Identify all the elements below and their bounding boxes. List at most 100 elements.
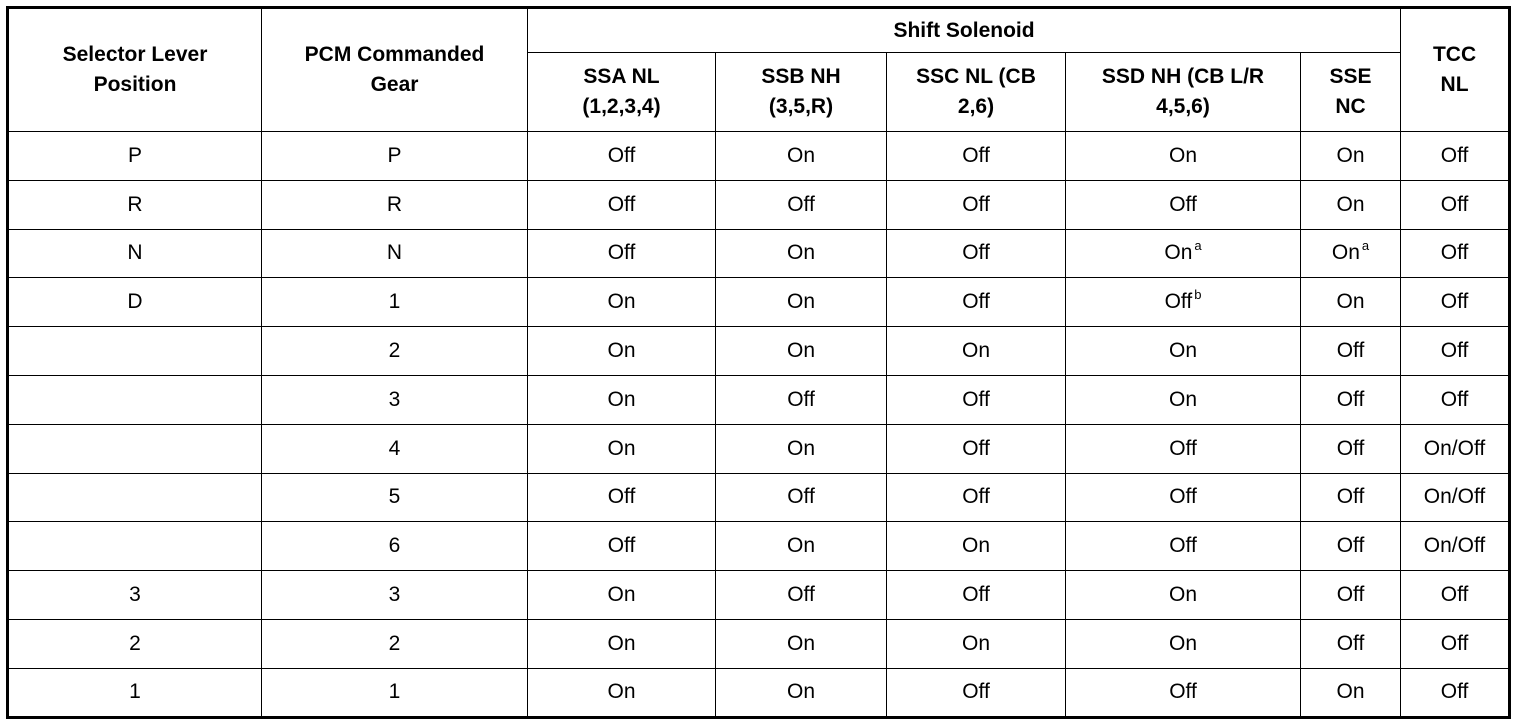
header-selector-lever-position: Selector Lever Position [7, 7, 262, 132]
cell-value: Off [1440, 680, 1469, 704]
header-sse: SSE NC [1299, 52, 1402, 132]
cell-pcm-gear: 3 [261, 374, 528, 425]
cell-value: 1 [388, 680, 401, 704]
cell-value: Off [787, 192, 815, 216]
cell-value: On [786, 631, 815, 655]
cell-selector-position: D [7, 277, 262, 328]
cell-ssd: On [1065, 570, 1301, 620]
cell-ssb: Off [715, 472, 887, 523]
cell-sse: Off [1299, 326, 1402, 376]
cell-ssa: On [527, 423, 716, 474]
cell-value: On/Off [1423, 436, 1486, 460]
cell-value: On [786, 339, 815, 363]
cell-value: On [786, 436, 815, 460]
cell-value: Off [1169, 485, 1197, 509]
cell-ssa: On [527, 570, 716, 620]
cell-tcc: Off [1400, 326, 1511, 376]
cell-ssd: On [1065, 131, 1301, 181]
cell-value: Off [1336, 583, 1365, 607]
cell-tcc: Off [1400, 570, 1511, 620]
cell-ssa: Off [527, 131, 716, 181]
cell-selector-position [7, 521, 262, 572]
cell-sse: On a [1299, 228, 1402, 279]
cell-value: P [127, 143, 142, 167]
header-ssc: SSC NL (CB 2,6) [886, 52, 1066, 132]
cell-ssb: On [715, 228, 887, 279]
cell-ssb: On [715, 667, 887, 718]
cell-tcc: Off [1400, 618, 1511, 669]
cell-pcm-gear: 3 [261, 570, 528, 620]
cell-value: On [786, 534, 815, 558]
cell-value: 3 [388, 583, 401, 607]
table-row: 2 On On On On Off Off [7, 326, 1511, 376]
cell-selector-position [7, 326, 262, 376]
cell-value: On [961, 534, 990, 558]
cell-ssa: Off [527, 179, 716, 230]
cell-value: Off [962, 241, 990, 265]
cell-sse: Off [1299, 618, 1402, 669]
cell-tcc: On/Off [1400, 521, 1511, 572]
cell-value: R [386, 192, 403, 216]
cell-value: P [387, 143, 402, 167]
cell-value: 4 [388, 436, 401, 460]
cell-sse: Off [1299, 472, 1402, 523]
cell-value: Off [1440, 631, 1469, 655]
cell-value: D [127, 290, 143, 314]
cell-value: On [961, 631, 990, 655]
cell-ssc: Off [886, 228, 1066, 279]
cell-pcm-gear: 6 [261, 521, 528, 572]
cell-value: On [786, 241, 815, 265]
cell-pcm-gear: 1 [261, 667, 528, 718]
footnote-marker: b [1194, 287, 1202, 303]
cell-tcc: Off [1400, 374, 1511, 425]
table-row: 3 On Off Off On Off Off [7, 374, 1511, 425]
cell-value: Off [1440, 192, 1469, 216]
cell-ssb: On [715, 326, 887, 376]
header-ssa: SSA NL (1,2,3,4) [527, 52, 716, 132]
table-row: N N Off On Off On a On a Off [7, 228, 1511, 279]
cell-tcc: Off [1400, 277, 1511, 328]
cell-ssd: On [1065, 618, 1301, 669]
cell-value: Off [787, 583, 815, 607]
cell-value: Off [962, 583, 990, 607]
header-pcm-commanded-gear: PCM Commanded Gear [261, 7, 528, 132]
cell-tcc: Off [1400, 667, 1511, 718]
cell-ssb: Off [715, 570, 887, 620]
cell-value: N [386, 241, 403, 265]
cell-ssc: Off [886, 277, 1066, 328]
cell-tcc: Off [1400, 131, 1511, 181]
cell-value: On [1336, 290, 1365, 314]
cell-selector-position: R [7, 179, 262, 230]
table-row: 6 Off On On Off Off On/Off [7, 521, 1511, 572]
cell-sse: Off [1299, 521, 1402, 572]
table-row: 3 3 On Off Off On Off Off [7, 570, 1511, 620]
cell-value: On [1168, 631, 1197, 655]
cell-value: On [1331, 241, 1360, 265]
footnote-marker: a [1194, 238, 1202, 254]
cell-value: Off [1169, 534, 1197, 558]
cell-selector-position [7, 472, 262, 523]
cell-ssc: Off [886, 374, 1066, 425]
cell-value: On/Off [1423, 485, 1486, 509]
cell-sse: Off [1299, 423, 1402, 474]
cell-ssd: Off b [1065, 277, 1301, 328]
cell-value: On [786, 143, 815, 167]
cell-tcc: Off [1400, 228, 1511, 279]
cell-ssc: Off [886, 131, 1066, 181]
cell-value: Off [607, 192, 636, 216]
cell-value: On [607, 290, 636, 314]
cell-ssb: On [715, 618, 887, 669]
cell-tcc: Off [1400, 179, 1511, 230]
cell-ssd: Off [1065, 423, 1301, 474]
cell-ssd: On a [1065, 228, 1301, 279]
cell-value: On [1168, 583, 1197, 607]
cell-value: Off [962, 192, 990, 216]
table-row: P P Off On Off On On Off [7, 131, 1511, 181]
cell-pcm-gear: 2 [261, 618, 528, 669]
cell-selector-position: 3 [7, 570, 262, 620]
cell-value: On [1336, 143, 1365, 167]
cell-value: Off [1169, 436, 1197, 460]
header-shift-solenoid: Shift Solenoid [526, 7, 1402, 53]
cell-ssd: Off [1065, 521, 1301, 572]
cell-value: 3 [388, 387, 401, 411]
